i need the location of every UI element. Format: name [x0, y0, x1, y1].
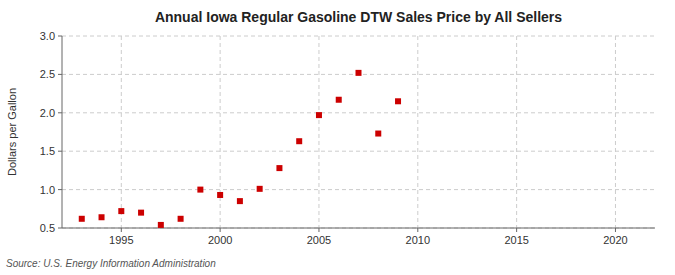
y-tick-label: 2.0 — [40, 107, 55, 119]
point — [296, 138, 302, 144]
x-grid-line — [318, 36, 319, 228]
point — [118, 208, 124, 214]
x-tick — [417, 228, 418, 232]
y-grid-line — [62, 112, 655, 113]
y-tick-label: 1.0 — [40, 184, 55, 196]
x-tick-label: 2010 — [406, 234, 430, 246]
point — [79, 216, 85, 222]
y-tick — [58, 74, 62, 75]
source: Source: U.S. Energy Information Administ… — [6, 258, 216, 269]
y-axis-label: Dollars per Gallon — [6, 88, 18, 176]
x-tick-label: 2005 — [307, 234, 331, 246]
point — [257, 186, 263, 192]
title: Annual Iowa Regular Gasoline DTW Sales P… — [155, 9, 562, 25]
y-tick-label: 1.5 — [40, 145, 55, 157]
background — [0, 0, 675, 275]
point — [178, 216, 184, 222]
point — [158, 222, 164, 228]
x-axis-line — [62, 228, 655, 229]
y-tick — [58, 228, 62, 229]
y-tick-label: 0.5 — [40, 222, 55, 234]
y-tick-label: 3.0 — [40, 30, 55, 42]
axes: 0.5 1.0 1.5 2.0 2.5 3.0 1995 2000 2005 2010 2015 20… — [40, 30, 655, 246]
grid — [62, 36, 655, 228]
point — [99, 214, 105, 220]
point — [197, 187, 203, 193]
x-tick-label: 2000 — [208, 234, 232, 246]
y-tick — [58, 151, 62, 152]
point — [375, 131, 381, 137]
x-tick — [121, 228, 122, 232]
x-tick — [615, 228, 616, 232]
x-tick — [220, 228, 221, 232]
x-tick — [318, 228, 319, 232]
x-grid-line — [121, 36, 122, 228]
point — [336, 97, 342, 103]
point — [276, 165, 282, 171]
point — [138, 210, 144, 216]
y-tick-label: 2.5 — [40, 68, 55, 80]
y-tick — [58, 36, 62, 37]
x-grid-line — [220, 36, 221, 228]
point — [237, 198, 243, 204]
point — [395, 98, 401, 104]
x-grid-line — [417, 36, 418, 228]
x-grid-line — [615, 36, 616, 228]
x-tick-label: 2020 — [603, 234, 627, 246]
y-grid-line — [62, 189, 655, 190]
point — [356, 70, 362, 76]
x-tick — [516, 228, 517, 232]
x-tick-label: 1995 — [109, 234, 133, 246]
x-grid-line — [516, 36, 517, 228]
y-grid-line — [62, 151, 655, 152]
point — [217, 192, 223, 198]
y-grid-line — [62, 36, 655, 37]
chart: 0.5 1.0 1.5 2.0 2.5 3.0 1995 2000 2005 2010 2015 20… — [0, 0, 675, 275]
y-axis-line — [62, 36, 63, 228]
point — [316, 112, 322, 118]
y-tick — [58, 112, 62, 113]
x-tick-label: 2015 — [504, 234, 528, 246]
y-grid-line — [62, 228, 655, 229]
points — [79, 70, 401, 228]
y-tick — [58, 189, 62, 190]
